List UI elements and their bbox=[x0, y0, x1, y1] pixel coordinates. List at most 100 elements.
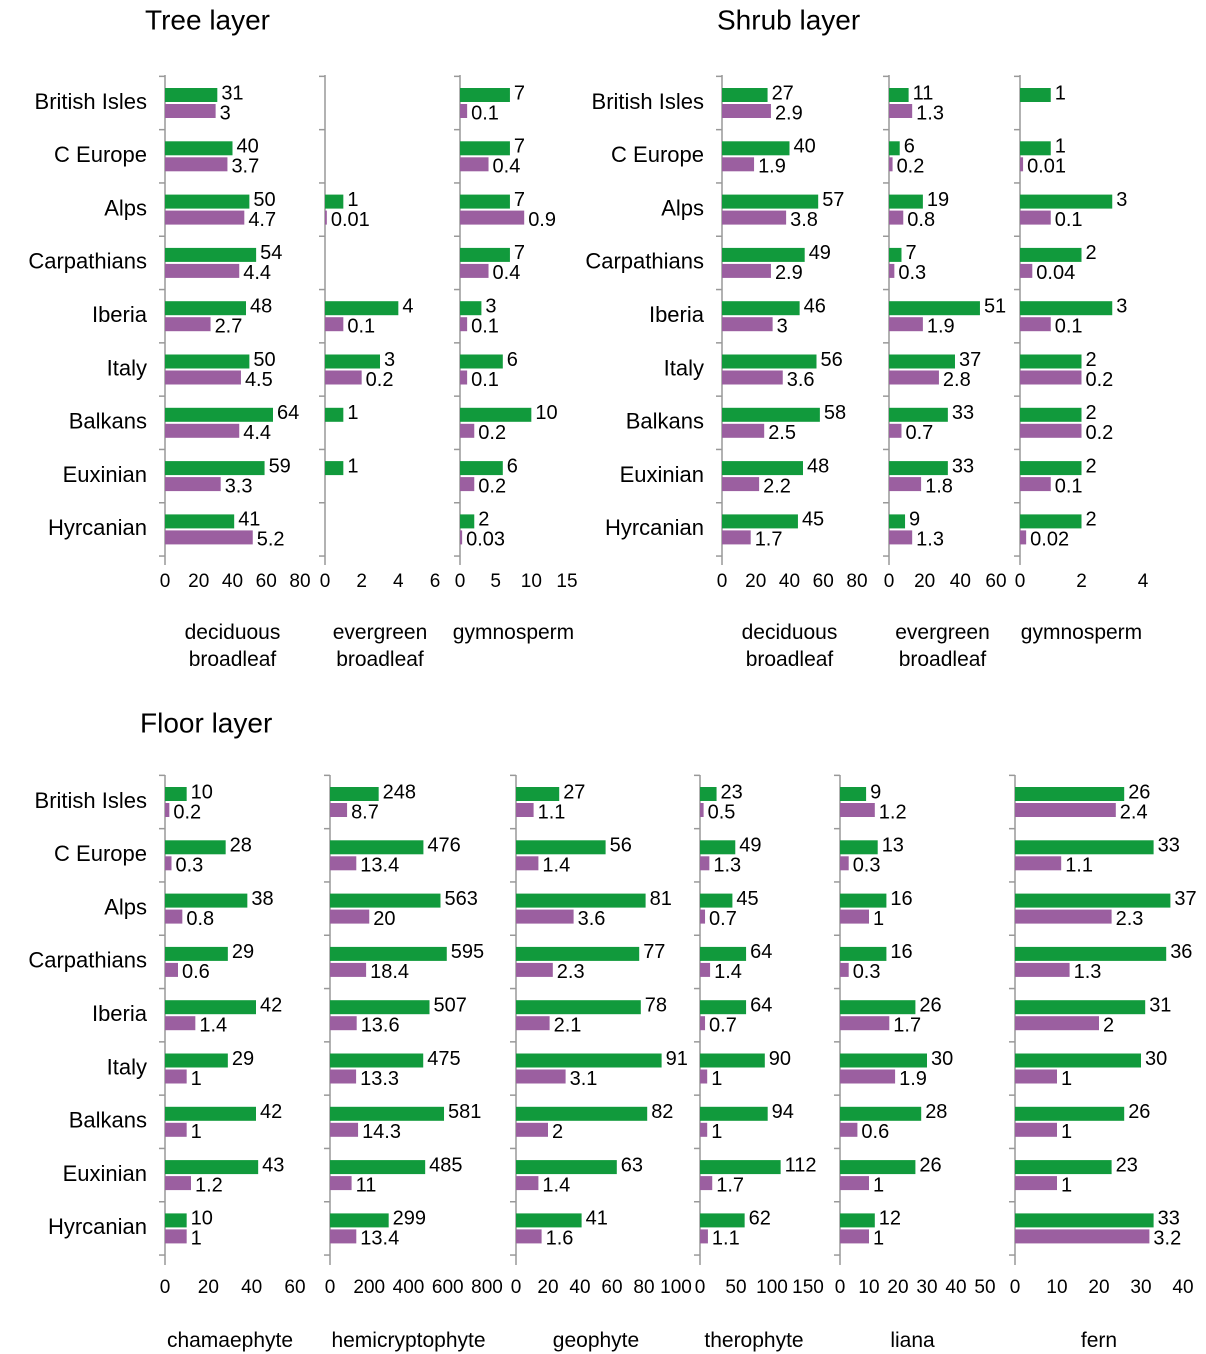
bar bbox=[1020, 407, 1082, 422]
data-label: 11 bbox=[356, 1174, 377, 1196]
bar bbox=[165, 1000, 256, 1015]
x-axis-label: gymnosperm bbox=[452, 621, 575, 644]
data-label: 41 bbox=[586, 1208, 608, 1230]
bar bbox=[460, 263, 489, 278]
bar bbox=[460, 354, 503, 369]
bar bbox=[889, 461, 948, 476]
bar bbox=[165, 247, 257, 262]
data-label: 4.4 bbox=[243, 262, 271, 284]
bar bbox=[325, 354, 380, 369]
x-tick-label: 100 bbox=[660, 1277, 692, 1298]
data-label: 56 bbox=[821, 349, 843, 371]
data-label: 7 bbox=[514, 242, 525, 264]
data-label: 7 bbox=[514, 189, 525, 211]
data-label: 37 bbox=[1174, 888, 1196, 910]
bar bbox=[330, 1176, 352, 1191]
category-label: Hyrcanian bbox=[48, 515, 147, 540]
bar bbox=[460, 88, 510, 102]
data-label: 10 bbox=[191, 781, 213, 803]
bar bbox=[330, 1069, 357, 1084]
category-label: Euxinian bbox=[63, 462, 147, 487]
bar bbox=[330, 787, 379, 801]
data-label: 1.3 bbox=[916, 529, 944, 551]
x-tick-label: 800 bbox=[471, 1277, 503, 1298]
x-tick-label: 40 bbox=[779, 571, 800, 592]
x-tick-label: 10 bbox=[1046, 1277, 1067, 1298]
data-label: 3 bbox=[485, 295, 496, 317]
x-tick-label: 400 bbox=[393, 1277, 425, 1298]
bar bbox=[330, 1106, 445, 1121]
bar bbox=[516, 946, 640, 961]
data-label: 1 bbox=[1061, 1068, 1072, 1090]
data-label: 41 bbox=[238, 509, 260, 531]
bar bbox=[889, 530, 913, 545]
x-tick-label: 40 bbox=[950, 571, 971, 592]
bar bbox=[700, 1000, 747, 1015]
data-label: 45 bbox=[736, 888, 758, 910]
bar bbox=[165, 354, 250, 369]
data-label: 26 bbox=[919, 1154, 941, 1176]
data-label: 56 bbox=[610, 835, 632, 857]
x-axis-label: liana bbox=[890, 1329, 935, 1352]
bar bbox=[165, 88, 218, 102]
bar bbox=[516, 1106, 648, 1121]
data-label: 3.8 bbox=[790, 209, 818, 231]
bar bbox=[1020, 530, 1027, 545]
bar bbox=[889, 88, 909, 102]
x-tick-label: 40 bbox=[241, 1277, 262, 1298]
data-label: 2.5 bbox=[768, 422, 796, 444]
data-label: 33 bbox=[952, 402, 974, 424]
bar bbox=[165, 909, 183, 924]
bar bbox=[1015, 1016, 1099, 1031]
bar bbox=[165, 194, 250, 209]
data-label: 2.3 bbox=[1116, 908, 1144, 930]
bar bbox=[165, 1106, 256, 1121]
data-label: 1.7 bbox=[716, 1174, 744, 1196]
bar bbox=[700, 909, 706, 924]
bar bbox=[889, 514, 906, 529]
bar bbox=[889, 157, 893, 172]
data-label: 6 bbox=[904, 136, 915, 158]
data-label: 62 bbox=[749, 1208, 771, 1230]
bar bbox=[516, 893, 646, 908]
bar bbox=[460, 104, 468, 118]
data-label: 64 bbox=[750, 994, 772, 1016]
x-tick-label: 60 bbox=[813, 571, 834, 592]
data-label: 30 bbox=[931, 1048, 953, 1070]
data-label: 13.3 bbox=[360, 1068, 399, 1090]
bar bbox=[330, 1000, 430, 1015]
bar bbox=[516, 840, 606, 855]
bar bbox=[889, 194, 923, 209]
bar bbox=[165, 157, 228, 172]
data-label: 18.4 bbox=[370, 961, 409, 983]
bar bbox=[516, 1122, 548, 1137]
x-tick-label: 80 bbox=[289, 571, 310, 592]
data-label: 7 bbox=[905, 242, 916, 264]
data-label: 40 bbox=[794, 136, 816, 158]
data-label: 9 bbox=[870, 781, 881, 803]
x-tick-label: 20 bbox=[188, 571, 209, 592]
bar bbox=[165, 1053, 228, 1068]
bar bbox=[165, 840, 226, 855]
data-label: 23 bbox=[1116, 1154, 1138, 1176]
bar bbox=[889, 247, 902, 262]
data-label: 0.6 bbox=[861, 1121, 889, 1143]
bar bbox=[840, 893, 887, 908]
x-axis-label: evergreen broadleaf bbox=[332, 621, 428, 671]
data-label: 29 bbox=[232, 941, 254, 963]
bar bbox=[516, 1160, 617, 1175]
bar bbox=[889, 210, 904, 225]
category-label: British Isles bbox=[35, 89, 147, 114]
data-label: 2.8 bbox=[943, 369, 971, 391]
x-tick-label: 40 bbox=[945, 1277, 966, 1298]
data-label: 2 bbox=[1086, 455, 1097, 477]
data-label: 1 bbox=[873, 1228, 884, 1250]
bar bbox=[889, 354, 955, 369]
data-label: 0.1 bbox=[347, 315, 375, 337]
bar bbox=[700, 1176, 713, 1191]
bar bbox=[722, 194, 819, 209]
bar bbox=[889, 477, 922, 492]
bar bbox=[889, 317, 923, 332]
x-tick-label: 15 bbox=[556, 571, 577, 592]
x-tick-label: 0 bbox=[160, 1277, 171, 1298]
